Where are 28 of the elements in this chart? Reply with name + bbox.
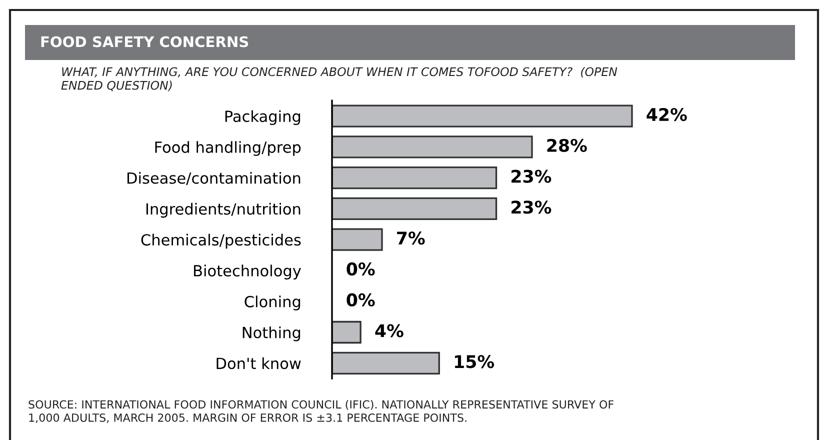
bar xyxy=(332,136,533,158)
y-tick-label: Disease/contamination xyxy=(127,172,300,186)
bar xyxy=(332,197,498,220)
data-label: 42% xyxy=(646,108,687,122)
chart-subtitle: WHAT, IF ANYTHING, ARE YOU CONCERNED ABOUT WHEN IT COMES TOFOOD SAFETY? (OPEN ENDED QUESTION) xyxy=(61,67,618,92)
data-label: 0% xyxy=(346,293,375,306)
y-tick-label: Ingredients/nutrition xyxy=(146,202,300,218)
data-label: 7% xyxy=(397,232,425,245)
bar xyxy=(332,320,362,344)
bar xyxy=(332,166,498,190)
bar xyxy=(332,104,633,128)
y-tick-label: Packaging xyxy=(225,110,300,126)
bar xyxy=(332,352,440,374)
bar xyxy=(332,228,383,251)
data-label: 4% xyxy=(375,324,404,338)
data-label: 23% xyxy=(512,170,552,183)
text: FOOD SAFETY CONCERNS xyxy=(41,36,248,48)
y-tick-label: Don't know xyxy=(216,357,301,370)
data-label: 23% xyxy=(512,200,552,214)
y-tick-label: Food handling/prep xyxy=(155,141,301,156)
y-tick-label: Cloning xyxy=(244,296,300,310)
y-tick-label: Biotechnology xyxy=(194,264,301,280)
source-note: SOURCE: INTERNATIONAL FOOD INFORMATION COUNCIL (IFIC). NATIONALLY REPRESENTATIVE SURVEY OF 1,000 ADULTS, MARCH 2005. MARGIN OF ERROR IS ±3.1 PERCENTAGE POINTS. xyxy=(28,400,614,424)
y-tick-label: Chemicals/pesticides xyxy=(141,234,301,249)
y-tick-label: Nothing xyxy=(242,326,300,342)
data-label: 28% xyxy=(547,138,587,152)
data-label: 0% xyxy=(346,262,375,276)
data-label: 15% xyxy=(454,355,494,368)
